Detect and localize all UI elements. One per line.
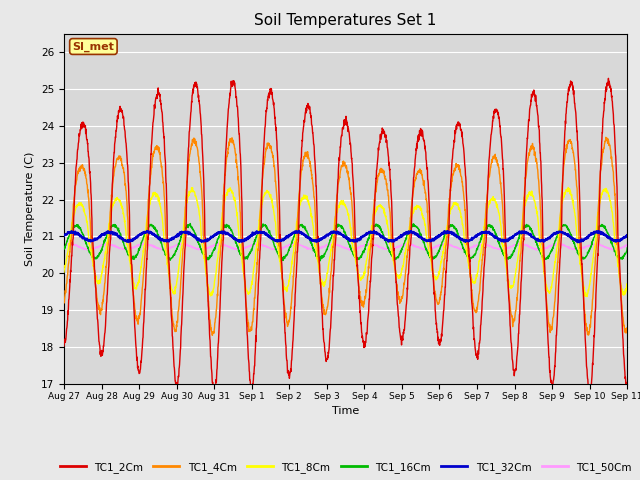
- Line: TC1_32Cm: TC1_32Cm: [64, 231, 627, 242]
- TC1_2Cm: [60, 343, 68, 349]
- TC1_16Cm: [316, 258, 324, 264]
- TC1_16Cm: [60, 246, 68, 252]
- TC1_32Cm: [374, 231, 382, 237]
- Text: SI_met: SI_met: [72, 41, 115, 52]
- TC1_16Cm: [218, 228, 225, 234]
- TC1_4Cm: [509, 320, 517, 325]
- TC1_4Cm: [623, 325, 631, 331]
- TC1_32Cm: [60, 233, 68, 239]
- TC1_2Cm: [374, 152, 382, 158]
- TC1_2Cm: [509, 367, 517, 373]
- TC1_32Cm: [589, 230, 597, 236]
- Line: TC1_8Cm: TC1_8Cm: [64, 188, 627, 297]
- Line: TC1_4Cm: TC1_4Cm: [64, 137, 627, 336]
- TC1_2Cm: [585, 389, 593, 395]
- TC1_50Cm: [574, 246, 582, 252]
- Y-axis label: Soil Temperature (C): Soil Temperature (C): [26, 152, 35, 266]
- Line: TC1_16Cm: TC1_16Cm: [64, 224, 627, 261]
- TC1_4Cm: [209, 333, 216, 338]
- Legend: TC1_2Cm, TC1_4Cm, TC1_8Cm, TC1_16Cm, TC1_32Cm, TC1_50Cm: TC1_2Cm, TC1_4Cm, TC1_8Cm, TC1_16Cm, TC1…: [56, 457, 636, 477]
- X-axis label: Time: Time: [332, 406, 359, 416]
- TC1_4Cm: [602, 134, 610, 140]
- TC1_16Cm: [362, 242, 370, 248]
- TC1_8Cm: [362, 262, 370, 267]
- TC1_16Cm: [510, 249, 518, 255]
- TC1_4Cm: [589, 287, 597, 292]
- TC1_8Cm: [217, 225, 225, 230]
- TC1_8Cm: [589, 251, 597, 257]
- TC1_4Cm: [362, 287, 370, 292]
- TC1_50Cm: [609, 248, 617, 253]
- TC1_8Cm: [623, 282, 631, 288]
- TC1_16Cm: [186, 221, 194, 227]
- TC1_8Cm: [374, 204, 382, 209]
- TC1_50Cm: [509, 243, 517, 249]
- Line: TC1_50Cm: TC1_50Cm: [64, 243, 627, 251]
- TC1_50Cm: [362, 242, 370, 248]
- TC1_2Cm: [217, 276, 225, 282]
- TC1_16Cm: [574, 248, 582, 254]
- TC1_32Cm: [574, 240, 582, 245]
- TC1_32Cm: [370, 228, 378, 234]
- TC1_2Cm: [362, 340, 370, 346]
- TC1_4Cm: [60, 297, 68, 303]
- TC1_4Cm: [218, 240, 225, 246]
- TC1_50Cm: [589, 242, 597, 248]
- TC1_2Cm: [573, 138, 581, 144]
- TC1_16Cm: [375, 223, 383, 229]
- TC1_32Cm: [217, 230, 225, 236]
- TC1_50Cm: [374, 243, 382, 249]
- TC1_32Cm: [362, 232, 370, 238]
- Title: Soil Temperatures Set 1: Soil Temperatures Set 1: [255, 13, 436, 28]
- TC1_50Cm: [217, 241, 225, 247]
- TC1_16Cm: [623, 245, 631, 251]
- TC1_2Cm: [589, 351, 597, 357]
- TC1_50Cm: [517, 240, 525, 246]
- TC1_8Cm: [60, 269, 68, 275]
- TC1_4Cm: [574, 197, 582, 203]
- TC1_32Cm: [574, 239, 582, 245]
- TC1_8Cm: [583, 294, 591, 300]
- TC1_8Cm: [574, 241, 582, 247]
- TC1_8Cm: [564, 185, 572, 191]
- TC1_50Cm: [60, 242, 68, 248]
- TC1_2Cm: [623, 385, 631, 391]
- TC1_8Cm: [509, 283, 517, 289]
- TC1_2Cm: [605, 75, 612, 81]
- TC1_16Cm: [589, 235, 597, 241]
- TC1_32Cm: [623, 233, 631, 239]
- Line: TC1_2Cm: TC1_2Cm: [64, 78, 627, 392]
- TC1_32Cm: [509, 233, 517, 239]
- TC1_50Cm: [623, 243, 631, 249]
- TC1_4Cm: [374, 172, 382, 178]
